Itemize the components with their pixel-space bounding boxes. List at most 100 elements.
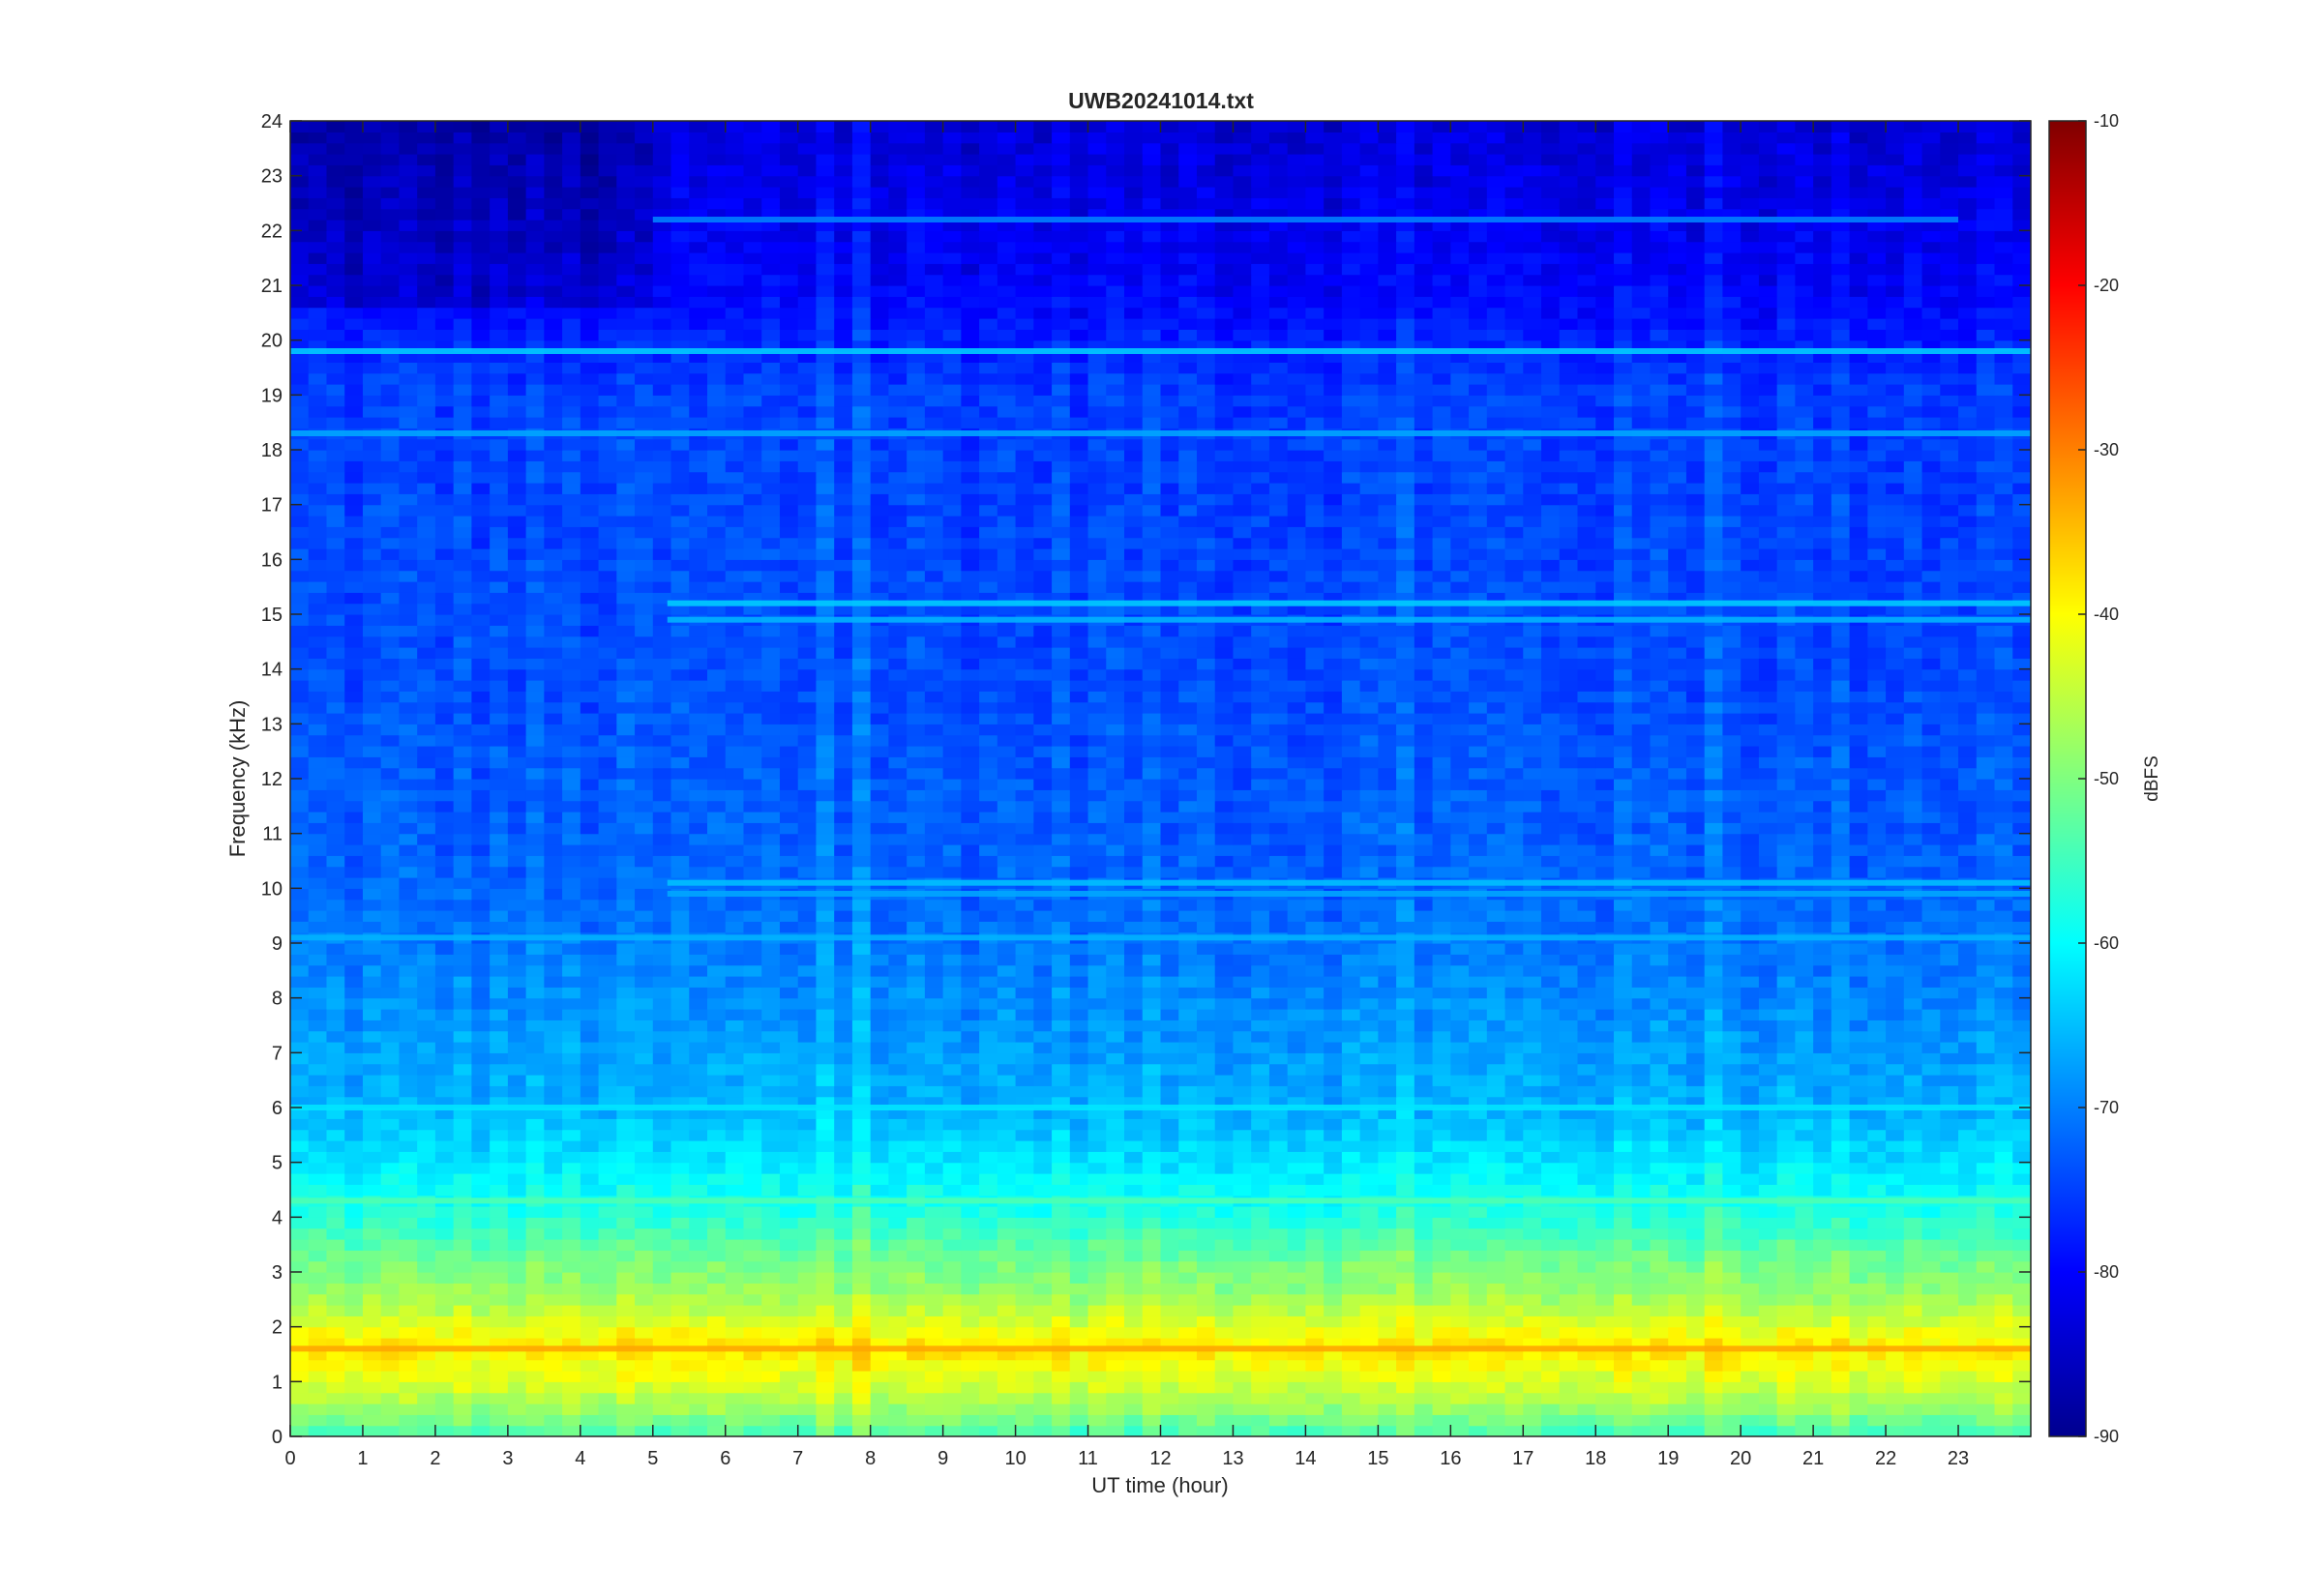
heatmap-cell	[1214, 1184, 1235, 1197]
heatmap-cell	[417, 1250, 436, 1262]
heatmap-cell	[1268, 1009, 1289, 1020]
heatmap-cell	[779, 1096, 799, 1108]
heatmap-cell	[942, 1118, 962, 1131]
heatmap-cell	[616, 1392, 636, 1404]
heatmap-cell	[1015, 1184, 1034, 1197]
heatmap-cell	[1886, 943, 1905, 955]
heatmap-cell	[1469, 1009, 1488, 1020]
heatmap-cell	[1432, 1085, 1451, 1098]
heatmap-cell	[1305, 1184, 1325, 1197]
heatmap-cell	[1324, 964, 1343, 977]
heatmap-cell	[1033, 1173, 1053, 1185]
heatmap-cell	[1886, 1348, 1905, 1361]
heatmap-cell	[961, 964, 980, 977]
heatmap-cell	[1450, 1293, 1470, 1306]
heatmap-cell	[725, 1052, 745, 1065]
heatmap-cell	[1559, 1250, 1579, 1262]
heatmap-cell	[1469, 1020, 1488, 1032]
heatmap-cell	[1287, 1272, 1307, 1284]
heatmap-cell	[507, 1404, 527, 1415]
heatmap-cell	[434, 1260, 455, 1273]
heatmap-cell	[1541, 1272, 1561, 1284]
heatmap-cell	[979, 1338, 998, 1349]
heatmap-cell	[888, 943, 908, 955]
heatmap-cell	[1994, 910, 2013, 922]
heatmap-cell	[326, 1425, 345, 1436]
heatmap-cell	[1359, 1140, 1379, 1152]
heatmap-cell	[997, 1096, 1017, 1108]
heatmap-cell	[290, 1227, 310, 1240]
heatmap-cell	[544, 921, 563, 933]
heatmap-cell	[1396, 1184, 1415, 1197]
heatmap-cell	[1504, 910, 1524, 922]
heatmap-cell	[888, 1348, 908, 1361]
heatmap-cell	[1214, 1359, 1235, 1372]
heatmap-cell	[834, 1338, 853, 1349]
heatmap-cell	[743, 899, 762, 911]
heatmap-cell	[1469, 1118, 1488, 1131]
heatmap-cell	[326, 1404, 345, 1415]
heatmap-cell	[1741, 899, 1760, 911]
heatmap-cell	[1396, 1305, 1415, 1316]
heatmap-cell	[689, 954, 708, 966]
heatmap-cell	[1631, 1063, 1652, 1076]
heatmap-cell	[1523, 1206, 1542, 1218]
heatmap-cell	[344, 1052, 364, 1065]
heatmap-cell	[1106, 1020, 1125, 1032]
heatmap-cell	[525, 1371, 545, 1382]
heatmap-cell	[1849, 1206, 1868, 1218]
heatmap-cell	[1685, 943, 1706, 955]
heatmap-cell	[689, 1151, 708, 1164]
heatmap-cell	[362, 987, 382, 999]
heatmap-cell	[816, 1217, 835, 1229]
heatmap-cell	[1233, 1239, 1252, 1251]
heatmap-cell	[1033, 1162, 1053, 1174]
heatmap-cell	[689, 866, 708, 878]
heatmap-cell	[670, 1085, 690, 1098]
heatmap-cell	[997, 1042, 1017, 1053]
heatmap-cell	[1903, 1184, 1923, 1197]
heatmap-cell	[1033, 987, 1053, 999]
heatmap-cell	[1015, 1020, 1034, 1032]
heatmap-cell	[961, 1305, 980, 1316]
heatmap-cell	[290, 964, 310, 977]
heatmap-cell	[979, 1085, 998, 1098]
heatmap-cell	[1142, 866, 1162, 878]
heatmap-cell	[1650, 1381, 1669, 1394]
heatmap-cell	[1196, 1052, 1216, 1065]
heatmap-cell	[1450, 1108, 1470, 1119]
heatmap-cell	[942, 1227, 962, 1240]
heatmap-cell	[1976, 1326, 1996, 1339]
heatmap-cell	[1378, 1392, 1397, 1404]
heatmap-cell	[1849, 1239, 1868, 1251]
heatmap-cell	[507, 1042, 527, 1053]
heatmap-cell	[1940, 997, 1959, 1010]
heatmap-cell	[453, 1425, 472, 1436]
heatmap-cell	[1685, 1118, 1706, 1131]
heatmap-cell	[1903, 964, 1923, 977]
heatmap-cell	[961, 1108, 980, 1119]
heatmap-cell	[907, 1381, 926, 1394]
heatmap-cell	[1033, 964, 1053, 977]
heatmap-cell	[1087, 1184, 1107, 1197]
heatmap-cell	[1106, 1227, 1125, 1240]
heatmap-cell	[598, 1371, 617, 1382]
heatmap-cell	[326, 1371, 345, 1382]
heatmap-cell	[525, 1272, 545, 1284]
heatmap-cell	[1469, 1096, 1488, 1108]
heatmap-cell	[1142, 1075, 1162, 1086]
heatmap-cell	[1069, 899, 1089, 911]
heatmap-cell	[924, 1404, 944, 1415]
heatmap-cell	[1251, 954, 1270, 966]
heatmap-cell	[1251, 1381, 1270, 1394]
heatmap-cell	[507, 1283, 527, 1295]
heatmap-cell	[1341, 1151, 1361, 1164]
heatmap-cell	[979, 1020, 998, 1032]
heatmap-cell	[1052, 1315, 1071, 1328]
heatmap-cell	[834, 1108, 853, 1119]
heatmap-cell	[326, 1293, 345, 1306]
heatmap-cell	[1015, 1042, 1034, 1053]
heatmap-cell	[1921, 1206, 1941, 1218]
heatmap-cell	[1776, 910, 1796, 922]
heatmap-cell	[870, 1239, 890, 1251]
